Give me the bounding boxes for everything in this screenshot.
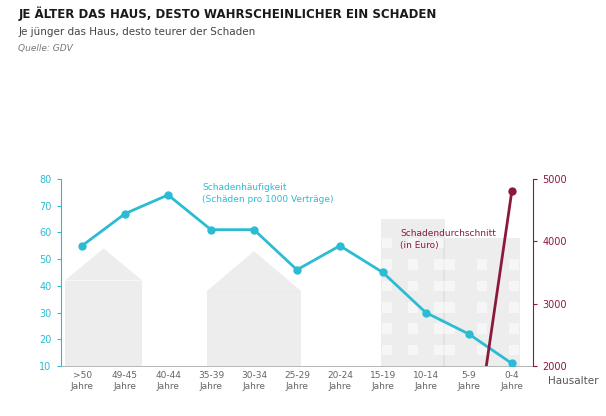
Bar — [509, 259, 519, 270]
Bar — [382, 280, 392, 291]
Bar — [382, 259, 392, 270]
Polygon shape — [207, 251, 301, 291]
Bar — [444, 259, 454, 270]
Bar — [433, 323, 444, 334]
Bar — [444, 323, 454, 334]
Bar — [382, 302, 392, 312]
Bar — [444, 345, 454, 355]
Bar — [509, 345, 519, 355]
Bar — [433, 345, 444, 355]
Bar — [509, 323, 519, 334]
Bar — [476, 302, 487, 312]
Bar — [443, 238, 521, 366]
Bar — [444, 302, 454, 312]
Text: Je jünger das Haus, desto teurer der Schaden: Je jünger das Haus, desto teurer der Sch… — [18, 27, 256, 37]
Bar — [382, 323, 392, 334]
Bar — [207, 291, 301, 366]
Bar — [408, 302, 418, 312]
Bar — [433, 259, 444, 270]
Text: Hausalter: Hausalter — [548, 376, 599, 386]
Bar — [433, 302, 444, 312]
Bar — [433, 238, 444, 248]
Polygon shape — [65, 248, 142, 280]
Bar — [509, 302, 519, 312]
Bar — [476, 280, 487, 291]
Bar — [476, 345, 487, 355]
Bar — [65, 280, 142, 366]
Text: Schadendurchschnitt
(in Euro): Schadendurchschnitt (in Euro) — [400, 229, 496, 250]
Bar — [408, 323, 418, 334]
Bar — [476, 259, 487, 270]
Bar — [408, 238, 418, 248]
Bar — [408, 345, 418, 355]
Bar — [433, 280, 444, 291]
Bar — [408, 280, 418, 291]
Bar — [444, 280, 454, 291]
Bar — [509, 280, 519, 291]
Text: JE ÄLTER DAS HAUS, DESTO WAHRSCHEINLICHER EIN SCHADEN: JE ÄLTER DAS HAUS, DESTO WAHRSCHEINLICHE… — [18, 6, 436, 21]
Bar — [382, 345, 392, 355]
Text: Quelle: GDV: Quelle: GDV — [18, 44, 73, 53]
Bar — [408, 259, 418, 270]
Text: Schadenhäufigkeit
(Schäden pro 1000 Verträge): Schadenhäufigkeit (Schäden pro 1000 Vert… — [202, 183, 334, 204]
Bar — [382, 238, 392, 248]
Bar — [476, 323, 487, 334]
Bar — [381, 219, 445, 366]
